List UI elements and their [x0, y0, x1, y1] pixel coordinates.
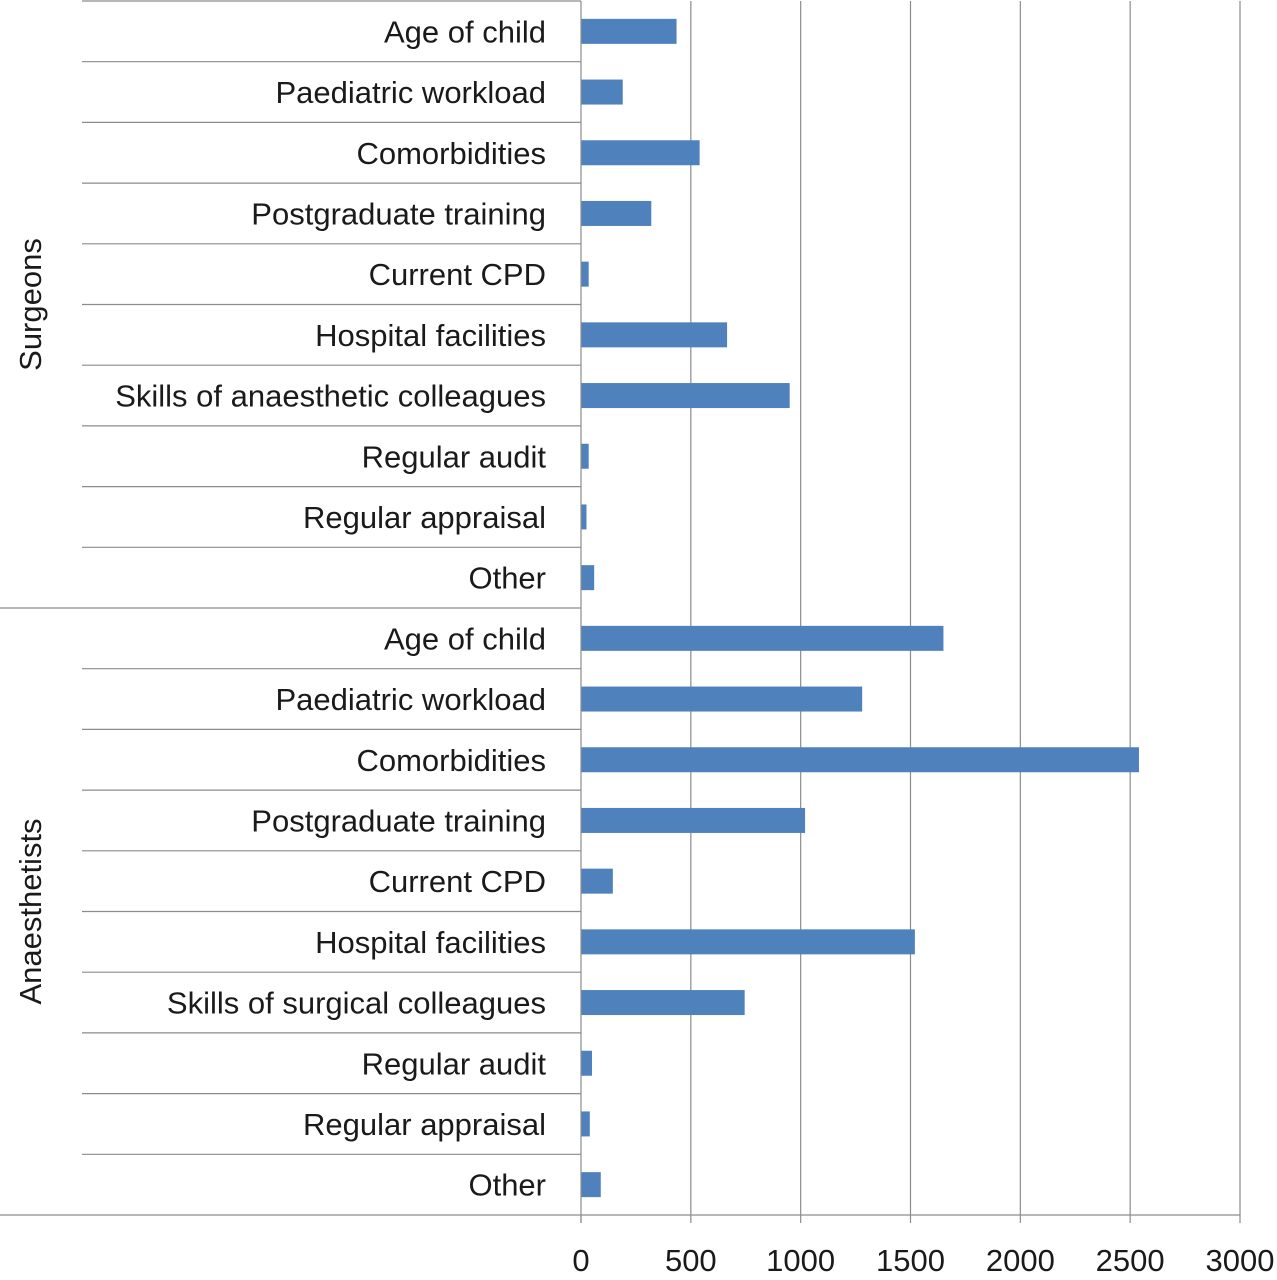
x-tick-label: 2500 [1096, 1243, 1165, 1278]
category-label: Age of child [384, 14, 546, 49]
bar-surgeons-8 [581, 443, 589, 469]
group-label-anaesthetists: Anaesthetists [13, 818, 48, 1004]
category-label: Regular audit [362, 1046, 547, 1081]
bar-anaesthetists-4 [581, 807, 806, 833]
bar-surgeons-5 [581, 261, 589, 287]
bar-anaesthetists-7 [581, 990, 745, 1016]
bar-anaesthetists-3 [581, 747, 1139, 773]
category-label: Paediatric workload [275, 682, 546, 717]
category-label: Paediatric workload [275, 75, 546, 110]
bar-surgeons-7 [581, 383, 790, 409]
x-tick-label: 2000 [986, 1243, 1055, 1278]
bar-surgeons-3 [581, 140, 700, 166]
x-tick-label: 0 [572, 1243, 589, 1278]
category-label: Comorbidities [356, 136, 546, 171]
category-label: Hospital facilities [315, 318, 546, 353]
bar-anaesthetists-5 [581, 868, 613, 894]
x-tick-label: 500 [665, 1243, 717, 1278]
grid-lines [690, 1, 1241, 1215]
bar-surgeons-6 [581, 322, 728, 348]
axes [0, 1, 1241, 1223]
bar-surgeons-1 [581, 18, 677, 44]
category-label: Postgraduate training [251, 803, 546, 838]
group-label-surgeons: Surgeons [13, 238, 48, 371]
x-tick-labels: 0 500 1000 1500 2000 2500 3000 [572, 1243, 1274, 1278]
category-label: Postgraduate training [251, 196, 546, 231]
x-tick-label: 1000 [766, 1243, 835, 1278]
bar-surgeons-2 [581, 79, 623, 105]
category-label: Other [468, 561, 546, 596]
bar-anaesthetists-8 [581, 1050, 592, 1076]
bars [581, 18, 1139, 1198]
category-separators [0, 0, 581, 1155]
category-label: Regular appraisal [303, 500, 546, 535]
category-label: Age of child [384, 621, 546, 656]
category-label: Skills of surgical colleagues [167, 986, 546, 1021]
category-label: Skills of anaesthetic colleagues [115, 379, 546, 414]
category-label: Current CPD [369, 864, 546, 899]
bar-anaesthetists-10 [581, 1172, 601, 1198]
bar-anaesthetists-1 [581, 625, 944, 651]
bar-surgeons-4 [581, 200, 652, 226]
category-label: Hospital facilities [315, 925, 546, 960]
bar-surgeons-10 [581, 565, 595, 591]
category-label: Other [468, 1168, 546, 1203]
group-labels: Surgeons Anaesthetists [13, 238, 48, 1004]
x-tick-label: 3000 [1206, 1243, 1275, 1278]
x-tick-label: 1500 [876, 1243, 945, 1278]
bar-anaesthetists-6 [581, 929, 915, 955]
category-label: Regular appraisal [303, 1107, 546, 1142]
bar-anaesthetists-2 [581, 686, 863, 712]
bar-surgeons-9 [581, 504, 587, 530]
category-label: Comorbidities [356, 743, 546, 778]
category-label: Current CPD [369, 257, 546, 292]
category-label: Regular audit [362, 439, 547, 474]
category-labels: Age of child Paediatric workload Comorbidi… [115, 14, 546, 1202]
bar-anaesthetists-9 [581, 1111, 590, 1137]
